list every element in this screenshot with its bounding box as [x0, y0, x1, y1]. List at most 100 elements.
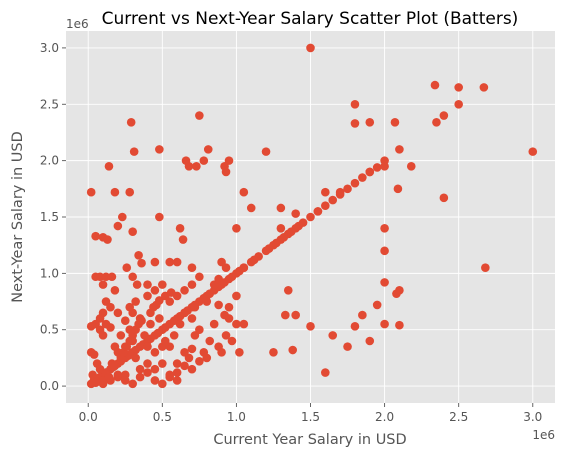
x-axis-label: Current Year Salary in USD — [213, 432, 406, 448]
scatter-point — [113, 308, 123, 318]
scatter-point — [217, 347, 226, 357]
scatter-point — [143, 368, 152, 377]
scatter-point — [110, 187, 120, 197]
y-tick-label: 1.0 — [40, 266, 59, 280]
scatter-point — [406, 161, 416, 171]
scatter-point — [199, 156, 209, 165]
scatter-point — [146, 319, 155, 329]
scatter-point — [106, 302, 115, 312]
scatter-point — [187, 280, 197, 289]
scatter-point — [106, 323, 115, 332]
scatter-point — [128, 227, 137, 236]
scatter-point — [143, 291, 152, 301]
scatter-point — [221, 331, 231, 340]
scatter-point — [172, 359, 182, 368]
scatter-point — [184, 161, 194, 171]
scatter-point — [195, 325, 204, 335]
scatter-point — [261, 147, 271, 156]
x-tick-label: 1.5 — [301, 410, 320, 424]
scatter-point — [276, 223, 286, 233]
scatter-point — [224, 314, 234, 323]
scatter-point — [95, 272, 105, 282]
scatter-point — [235, 266, 244, 276]
scatter-point — [291, 310, 300, 320]
scatter-point — [126, 118, 136, 127]
chart-title: Current vs Next-Year Salary Scatter Plot… — [102, 9, 519, 29]
scatter-point — [178, 235, 188, 244]
scatter-point — [175, 223, 185, 233]
scatter-point — [439, 193, 449, 203]
scatter-point — [306, 322, 315, 331]
scatter-point — [150, 257, 160, 267]
scatter-point — [129, 147, 139, 156]
scatter-point — [430, 80, 440, 90]
scatter-point — [150, 376, 160, 385]
scatter-point — [98, 331, 108, 340]
scatter-point — [113, 221, 123, 231]
scatter-point — [172, 368, 182, 377]
scatter-point — [288, 345, 298, 355]
scatter-point — [160, 323, 170, 332]
scatter-point — [239, 187, 249, 197]
scatter-point — [481, 263, 490, 273]
scatter-point — [249, 255, 259, 265]
scatter-point — [110, 342, 120, 351]
scatter-point — [439, 111, 449, 120]
y-tick-label: 0.5 — [40, 323, 59, 337]
scatter-point — [101, 272, 111, 282]
y-axis-label: Next-Year Salary in USD — [10, 131, 26, 303]
scatter-point — [350, 178, 360, 188]
x-offset-label: 1e6 — [532, 428, 555, 442]
x-tick-label: 2.5 — [449, 410, 468, 424]
scatter-point — [358, 310, 367, 320]
scatter-point — [335, 190, 345, 199]
scatter-point — [95, 314, 105, 323]
scatter-point — [221, 263, 231, 273]
scatter-point — [187, 344, 197, 354]
scatter-point — [150, 347, 160, 357]
scatter-point — [343, 184, 352, 194]
y-tick-label: 0.0 — [40, 379, 59, 393]
y-tick-label: 2.5 — [40, 97, 59, 111]
scatter-point — [172, 376, 182, 385]
scatter-point — [202, 297, 212, 306]
scatter-point — [454, 99, 463, 109]
scatter-point — [205, 289, 215, 298]
scatter-point — [172, 257, 182, 267]
scatter-point — [232, 319, 241, 329]
scatter-point — [150, 364, 160, 374]
scatter-point — [380, 319, 389, 329]
x-tick-label: 0.5 — [153, 410, 172, 424]
y-tick-label: 1.5 — [40, 210, 59, 224]
scatter-point — [350, 119, 360, 128]
scatter-point — [276, 203, 286, 213]
scatter-point — [321, 368, 330, 377]
scatter-point — [281, 310, 290, 320]
scatter-point — [86, 187, 96, 197]
scatter-point — [135, 364, 145, 374]
x-tick-label: 1.0 — [227, 410, 246, 424]
scatter-point — [269, 347, 278, 357]
scatter-point — [134, 251, 143, 260]
scatter-point — [395, 145, 404, 154]
scatter-point — [98, 280, 108, 289]
scatter-point — [239, 319, 249, 329]
scatter-point — [365, 118, 375, 127]
x-tick-label: 0.0 — [79, 410, 98, 424]
scatter-point — [132, 280, 142, 289]
scatter-point — [321, 187, 330, 197]
scatter-point — [232, 291, 241, 301]
scatter-point — [155, 296, 164, 305]
scatter-point — [283, 285, 293, 295]
scatter-point — [350, 322, 360, 331]
scatter-point — [279, 232, 289, 242]
x-tick-label: 2.0 — [375, 410, 394, 424]
scatter-point — [372, 300, 382, 310]
scatter-point — [390, 118, 400, 127]
scatter-point — [135, 372, 145, 382]
scatter-point — [286, 227, 296, 236]
scatter-point — [175, 319, 185, 329]
scatter-point — [380, 223, 389, 233]
scatter-point — [184, 353, 194, 363]
